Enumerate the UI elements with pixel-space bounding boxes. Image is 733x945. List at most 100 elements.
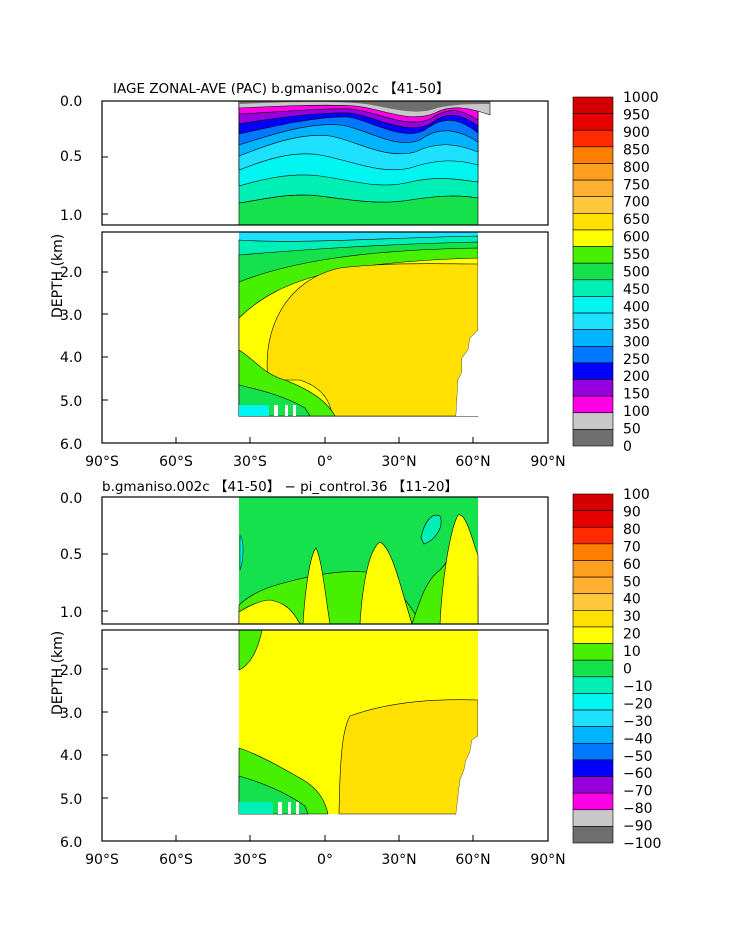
p2-ytick-0: 0.0	[60, 491, 82, 507]
colorbar-label: 850	[623, 142, 650, 158]
colorbar-swatch	[572, 643, 614, 661]
colorbar-swatch	[572, 296, 614, 314]
colorbar-swatch	[572, 163, 614, 181]
colorbar-label: −30	[623, 714, 653, 730]
colorbar-label: 20	[623, 627, 641, 643]
colorbar-label: 550	[623, 247, 650, 263]
p1-xtick-6: 90°N	[530, 454, 565, 470]
colorbar-label: 0	[623, 662, 632, 678]
colorbar-label: 500	[623, 265, 650, 281]
colorbar-swatch	[572, 429, 614, 447]
colorbar-label: 200	[623, 369, 650, 385]
p1-ytick-6: 5.0	[60, 394, 82, 410]
colorbar-swatch	[572, 362, 614, 380]
panel1-colorbar: 1000950900850800750700650600550500450400…	[572, 90, 659, 455]
p2-ytick-2: 1.0	[60, 605, 82, 621]
panel2-ylabel: DEPTH (km)	[50, 631, 66, 715]
colorbar-swatch	[572, 312, 614, 330]
panel1-upper-frame	[101, 100, 549, 226]
colorbar-label: 800	[623, 160, 650, 176]
colorbar-swatch	[572, 246, 614, 264]
colorbar-swatch	[572, 493, 614, 511]
colorbar-swatch	[572, 146, 614, 164]
p1-ytick-7: 6.0	[60, 437, 82, 453]
panel-iage: IAGE ZONAL-AVE (PAC) b.gmaniso.002c 【41-…	[50, 81, 659, 470]
colorbar-label: 700	[623, 195, 650, 211]
colorbar-label: −50	[623, 749, 653, 765]
colorbar-label: 250	[623, 352, 650, 368]
colorbar-swatch	[572, 626, 614, 644]
p1-ytick-2: 1.0	[60, 208, 82, 224]
colorbar-swatch	[572, 379, 614, 397]
panel1-title: IAGE ZONAL-AVE (PAC) b.gmaniso.002c 【41-…	[113, 81, 450, 97]
colorbar-swatch	[572, 809, 614, 827]
p2-ytick-3: 2.0	[60, 663, 82, 679]
panel2-upper-frame	[101, 496, 549, 625]
colorbar-label: 450	[623, 282, 650, 298]
p1-xtick-2: 30°S	[233, 454, 267, 470]
colorbar-label: 60	[623, 557, 641, 573]
colorbar-label: 30	[623, 609, 641, 625]
colorbar-label: 350	[623, 317, 650, 333]
colorbar-label: 70	[623, 539, 641, 555]
p1-ytick-1: 0.5	[60, 149, 82, 165]
p2-ytick-6: 5.0	[60, 792, 82, 808]
p2-ytick-5: 4.0	[60, 748, 82, 764]
colorbar-label: −100	[623, 836, 661, 852]
colorbar-swatch	[572, 395, 614, 414]
p1-ytick-4: 3.0	[60, 308, 82, 324]
colorbar-label: 950	[623, 107, 650, 123]
colorbar-label: 40	[623, 592, 641, 608]
p2-xtick-1: 60°S	[159, 852, 193, 868]
colorbar-swatch	[572, 129, 614, 148]
colorbar-label: −20	[623, 696, 653, 712]
p2-xtick-4: 30°N	[381, 852, 416, 868]
colorbar-label: −70	[623, 784, 653, 800]
panel1-ylabel: DEPTH (km)	[50, 234, 66, 318]
colorbar-label: 650	[623, 212, 650, 228]
colorbar-swatch	[572, 179, 614, 198]
panel1-lower-field	[238, 232, 548, 417]
p1-xtick-3: 0°	[317, 454, 333, 470]
p2-ytick-7: 6.0	[60, 835, 82, 851]
p1-ytick-0: 0.0	[60, 94, 82, 110]
colorbar-swatch	[572, 742, 614, 761]
colorbar-swatch	[572, 262, 614, 281]
panel2-upper-field	[238, 497, 479, 624]
p1-ytick-3: 2.0	[60, 265, 82, 281]
p2-ytick-1: 0.5	[60, 547, 82, 563]
panel1-upper-field	[238, 101, 491, 225]
colorbar-swatch	[572, 279, 614, 297]
colorbar-label: 50	[623, 422, 641, 438]
colorbar-swatch	[572, 213, 614, 231]
colorbar-label: 1000	[623, 90, 659, 106]
colorbar-label: 90	[623, 504, 641, 520]
p1-ytick-5: 4.0	[60, 350, 82, 366]
p1-xtick-5: 60°N	[455, 454, 490, 470]
colorbar-swatch	[572, 759, 614, 777]
colorbar-swatch	[572, 412, 614, 430]
p2-xtick-3: 0°	[317, 852, 333, 868]
colorbar-swatch	[572, 345, 614, 364]
colorbar-swatch	[572, 659, 614, 678]
colorbar-swatch	[572, 693, 614, 711]
panel2-xticks: 90°S 60°S 30°S 0° 30°N 60°N 90°N	[85, 835, 566, 868]
colorbar-swatch	[572, 526, 614, 545]
colorbar-swatch	[572, 576, 614, 595]
panel2-colorbar: 1009080706050403020100−10−20−30−40−50−60…	[572, 487, 661, 852]
colorbar-label: −10	[623, 679, 653, 695]
colorbar-label: 0	[623, 439, 632, 455]
colorbar-swatch	[572, 826, 614, 844]
colorbar-swatch	[572, 543, 614, 561]
panel2-lower-field	[238, 630, 548, 815]
colorbar-label: −60	[623, 766, 653, 782]
panel2-yticks: 0.0 0.5 1.0 2.0 3.0 4.0 5.0 6.0	[60, 491, 108, 851]
p1-xtick-1: 60°S	[159, 454, 193, 470]
p2-xtick-2: 30°S	[233, 852, 267, 868]
panel1-xticks: 90°S 60°S 30°S 0° 30°N 60°N 90°N	[85, 437, 566, 470]
colorbar-swatch	[572, 329, 614, 347]
colorbar-swatch	[572, 229, 614, 247]
colorbar-label: 100	[623, 404, 650, 420]
p1-xtick-0: 90°S	[85, 454, 119, 470]
colorbar-label: −80	[623, 801, 653, 817]
